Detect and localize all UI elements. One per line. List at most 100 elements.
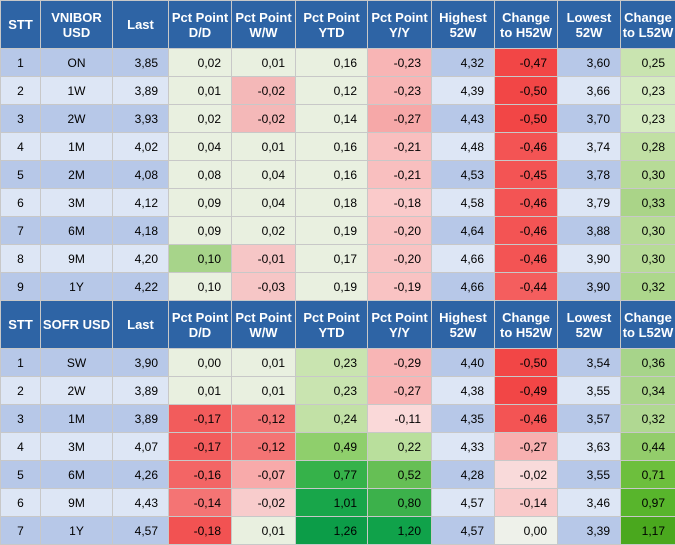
cell-chh: -0,46 xyxy=(495,405,558,433)
cell-ww: -0,02 xyxy=(232,77,296,105)
cell-dd: -0,17 xyxy=(169,405,232,433)
cell-stt: 1 xyxy=(1,349,41,377)
cell-ww: -0,03 xyxy=(232,273,296,301)
cell-l52: 3,46 xyxy=(558,489,621,517)
cell-l52: 3,54 xyxy=(558,349,621,377)
cell-dd: -0,14 xyxy=(169,489,232,517)
cell-yy: -0,19 xyxy=(368,273,432,301)
cell-dd: 0,10 xyxy=(169,245,232,273)
cell-chl: 0,44 xyxy=(621,433,675,461)
cell-h52: 4,39 xyxy=(432,77,495,105)
cell-tenor: ON xyxy=(41,49,113,77)
cell-chh: -0,46 xyxy=(495,189,558,217)
cell-last: 4,43 xyxy=(113,489,169,517)
header-yy: Pct Point Y/Y xyxy=(368,301,432,349)
cell-dd: 0,08 xyxy=(169,161,232,189)
cell-stt: 4 xyxy=(1,133,41,161)
cell-last: 4,22 xyxy=(113,273,169,301)
header-stt: STT xyxy=(1,301,41,349)
cell-stt: 6 xyxy=(1,489,41,517)
cell-ytd: 0,16 xyxy=(296,133,368,161)
cell-ytd: 0,12 xyxy=(296,77,368,105)
cell-h52: 4,32 xyxy=(432,49,495,77)
cell-ww: -0,01 xyxy=(232,245,296,273)
cell-l52: 3,57 xyxy=(558,405,621,433)
cell-ww: 0,01 xyxy=(232,349,296,377)
cell-ww: 0,01 xyxy=(232,49,296,77)
cell-chh: -0,45 xyxy=(495,161,558,189)
cell-l52: 3,78 xyxy=(558,161,621,189)
cell-stt: 1 xyxy=(1,49,41,77)
cell-ytd: 0,49 xyxy=(296,433,368,461)
header-ww: Pct Point W/W xyxy=(232,301,296,349)
header-chl: Change to L52W xyxy=(621,301,675,349)
cell-tenor: 1W xyxy=(41,77,113,105)
cell-yy: -0,23 xyxy=(368,77,432,105)
cell-yy: -0,23 xyxy=(368,49,432,77)
cell-h52: 4,53 xyxy=(432,161,495,189)
cell-h52: 4,35 xyxy=(432,405,495,433)
cell-chl: 0,28 xyxy=(621,133,675,161)
cell-ww: 0,04 xyxy=(232,161,296,189)
cell-h52: 4,43 xyxy=(432,105,495,133)
cell-ww: -0,02 xyxy=(232,105,296,133)
cell-dd: 0,02 xyxy=(169,49,232,77)
cell-ytd: 0,18 xyxy=(296,189,368,217)
header-h52: Highest 52W xyxy=(432,1,495,49)
cell-yy: -0,20 xyxy=(368,217,432,245)
cell-yy: -0,11 xyxy=(368,405,432,433)
cell-chl: 0,23 xyxy=(621,105,675,133)
cell-dd: 0,09 xyxy=(169,217,232,245)
cell-l52: 3,55 xyxy=(558,461,621,489)
header-ww: Pct Point W/W xyxy=(232,1,296,49)
cell-dd: 0,01 xyxy=(169,377,232,405)
header-last: Last xyxy=(113,301,169,349)
cell-chl: 0,33 xyxy=(621,189,675,217)
cell-chl: 0,32 xyxy=(621,273,675,301)
cell-yy: -0,21 xyxy=(368,161,432,189)
cell-stt: 5 xyxy=(1,461,41,489)
cell-chh: -0,50 xyxy=(495,105,558,133)
cell-chl: 0,36 xyxy=(621,349,675,377)
cell-dd: 0,01 xyxy=(169,77,232,105)
header-l52: Lowest 52W xyxy=(558,1,621,49)
header-ytd: Pct Point YTD xyxy=(296,1,368,49)
cell-ww: 0,02 xyxy=(232,217,296,245)
cell-stt: 3 xyxy=(1,105,41,133)
cell-chl: 0,34 xyxy=(621,377,675,405)
cell-l52: 3,90 xyxy=(558,273,621,301)
cell-yy: -0,29 xyxy=(368,349,432,377)
cell-last: 4,12 xyxy=(113,189,169,217)
cell-tenor: 9M xyxy=(41,489,113,517)
cell-chl: 0,30 xyxy=(621,161,675,189)
cell-last: 3,93 xyxy=(113,105,169,133)
cell-yy: -0,18 xyxy=(368,189,432,217)
cell-ytd: 0,77 xyxy=(296,461,368,489)
cell-yy: -0,27 xyxy=(368,105,432,133)
cell-tenor: 2W xyxy=(41,105,113,133)
cell-h52: 4,66 xyxy=(432,273,495,301)
cell-yy: 0,80 xyxy=(368,489,432,517)
cell-yy: 0,52 xyxy=(368,461,432,489)
header-chh: Change to H52W xyxy=(495,1,558,49)
cell-l52: 3,88 xyxy=(558,217,621,245)
cell-ww: 0,01 xyxy=(232,133,296,161)
cell-last: 3,89 xyxy=(113,405,169,433)
cell-ww: 0,04 xyxy=(232,189,296,217)
header-dd: Pct Point D/D xyxy=(169,301,232,349)
cell-stt: 6 xyxy=(1,189,41,217)
cell-dd: 0,04 xyxy=(169,133,232,161)
cell-last: 4,18 xyxy=(113,217,169,245)
cell-chh: -0,14 xyxy=(495,489,558,517)
header-last: Last xyxy=(113,1,169,49)
cell-stt: 7 xyxy=(1,217,41,245)
cell-stt: 3 xyxy=(1,405,41,433)
cell-ww: -0,12 xyxy=(232,405,296,433)
